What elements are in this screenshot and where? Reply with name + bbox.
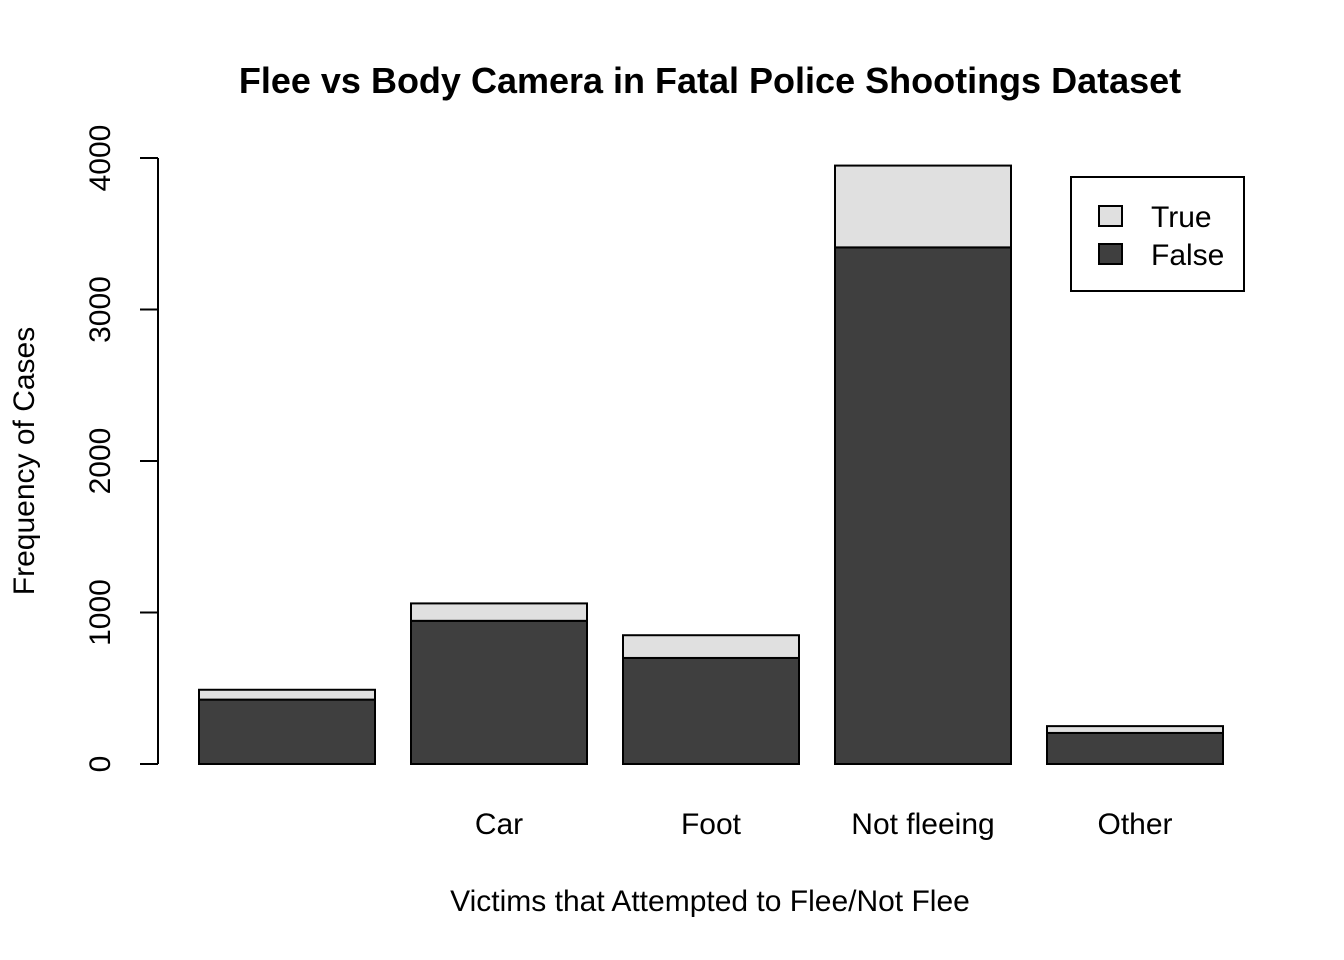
legend-label-true: True xyxy=(1151,201,1212,234)
bars xyxy=(198,164,1224,766)
chart-title: Flee vs Body Camera in Fatal Police Shoo… xyxy=(239,60,1181,101)
bar-false-other xyxy=(1046,731,1224,766)
x-tick-label: Foot xyxy=(681,808,742,841)
bar-false-foot xyxy=(622,656,800,766)
x-axis-labels: Car Foot Not fleeing Other xyxy=(475,808,1173,841)
legend-box xyxy=(1070,176,1245,292)
bar-false-blank xyxy=(198,698,376,765)
legend: True False xyxy=(1070,176,1245,292)
bar-false-not-fleeing xyxy=(834,246,1012,765)
legend-swatch-true xyxy=(1098,205,1123,227)
x-tick-label: Car xyxy=(475,808,523,841)
legend-swatch-false xyxy=(1098,243,1123,265)
bar-true-blank xyxy=(198,688,376,701)
bar-true-other xyxy=(1046,725,1224,734)
bar-true-not-fleeing xyxy=(834,164,1012,249)
bar-false-car xyxy=(410,619,588,766)
x-axis-title: Victims that Attempted to Flee/Not Flee xyxy=(450,885,970,918)
y-tick-label: 2000 xyxy=(84,428,117,495)
y-axis-title: Frequency of Cases xyxy=(8,327,41,595)
y-tick-label: 1000 xyxy=(84,579,117,646)
x-tick-label: Other xyxy=(1097,808,1172,841)
bar-true-car xyxy=(410,602,588,622)
y-tick-label: 4000 xyxy=(84,125,117,192)
legend-label-false: False xyxy=(1151,239,1224,272)
y-axis: 0 1000 2000 3000 4000 xyxy=(84,125,159,773)
x-tick-label: Not fleeing xyxy=(851,808,994,841)
y-tick-label: 0 xyxy=(84,756,117,773)
bar-true-foot xyxy=(622,634,800,659)
y-tick-label: 3000 xyxy=(84,276,117,343)
